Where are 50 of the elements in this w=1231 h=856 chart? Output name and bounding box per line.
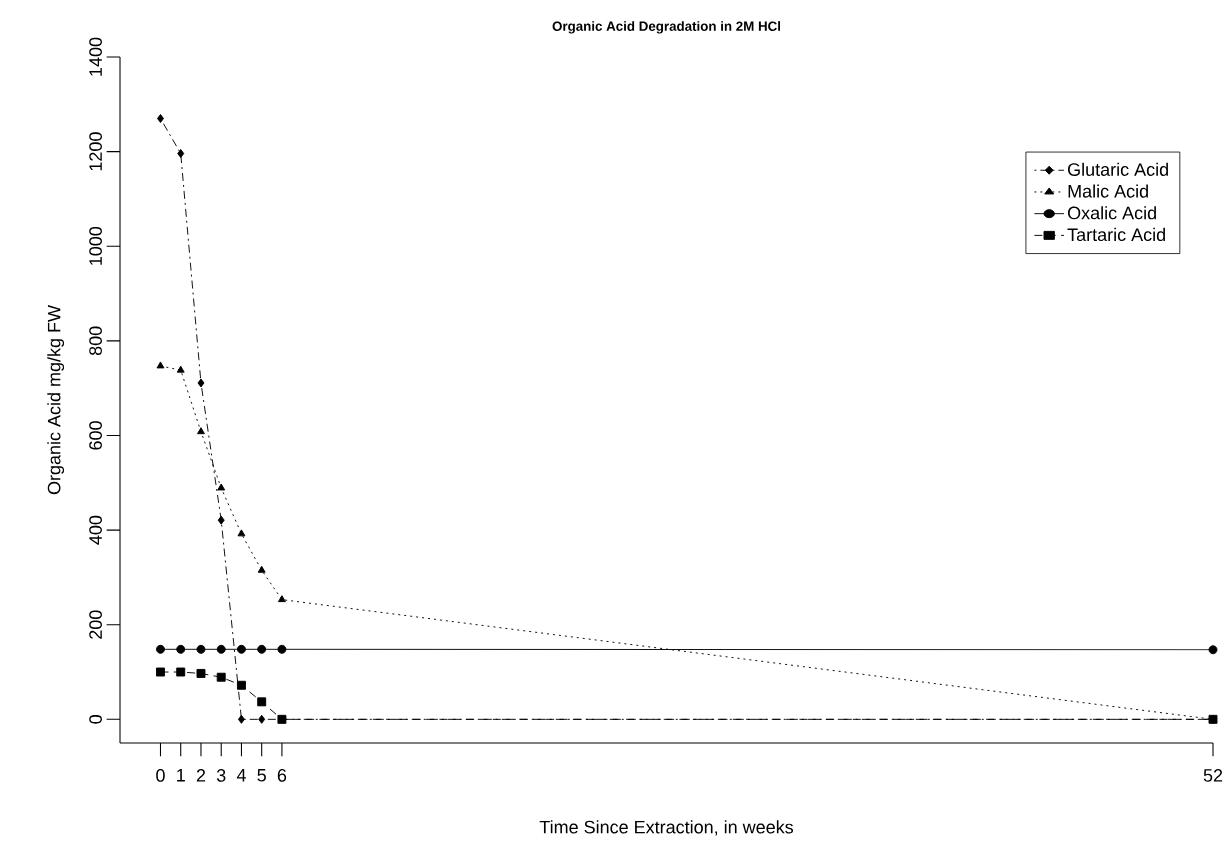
point	[156, 667, 165, 677]
y-axis-title: Organic Acid mg/kg FW	[47, 305, 65, 495]
point	[196, 668, 206, 678]
x-tick-label: 3	[216, 769, 226, 782]
x-tick-label: 4	[236, 769, 246, 782]
point	[157, 114, 164, 123]
point	[176, 365, 185, 373]
x-tick-label: 6	[277, 769, 287, 782]
point	[217, 483, 226, 491]
x-tick-label: 5	[257, 769, 266, 782]
point	[237, 529, 246, 537]
point	[216, 672, 226, 682]
point	[156, 644, 165, 654]
y-tick-label: 1000	[89, 226, 102, 265]
legend-label: Malic Acid	[1068, 184, 1148, 198]
point	[257, 644, 267, 654]
y-tick-label: 600	[89, 421, 102, 450]
legend-label: Tartaric Acid	[1067, 227, 1165, 242]
point	[156, 361, 165, 369]
point	[197, 378, 205, 388]
point	[176, 667, 186, 677]
x-tick-label: 52	[1203, 769, 1223, 782]
x-axis-title: Time Since Extraction, in weeks	[539, 820, 794, 836]
legend-label: Oxalic Acid	[1067, 206, 1156, 220]
x-tick-label: 2	[196, 769, 206, 782]
y-tick-label: 800	[89, 326, 102, 356]
point	[216, 644, 226, 654]
point	[217, 515, 225, 525]
y-tick-label: 1200	[89, 132, 102, 171]
chart-title: Organic Acid Degradation in 2M HCl	[552, 21, 781, 34]
point	[196, 644, 206, 654]
x-tick-label: 1	[177, 769, 185, 782]
point	[278, 595, 286, 603]
point	[257, 697, 267, 707]
point	[236, 680, 246, 690]
point	[197, 427, 205, 435]
point	[258, 714, 266, 724]
y-tick-label: 200	[89, 610, 102, 639]
point	[277, 644, 287, 654]
point	[237, 714, 245, 724]
x-tick-label: 0	[156, 769, 165, 782]
point	[1208, 645, 1218, 655]
point	[177, 149, 185, 158]
y-tick-label: 400	[89, 515, 102, 545]
point	[257, 565, 266, 573]
point	[176, 644, 186, 654]
y-tick-label: 1400	[89, 37, 102, 76]
y-tick-label: 0	[89, 715, 102, 724]
point	[236, 644, 246, 654]
legend-label: Glutaric Acid	[1068, 162, 1168, 176]
